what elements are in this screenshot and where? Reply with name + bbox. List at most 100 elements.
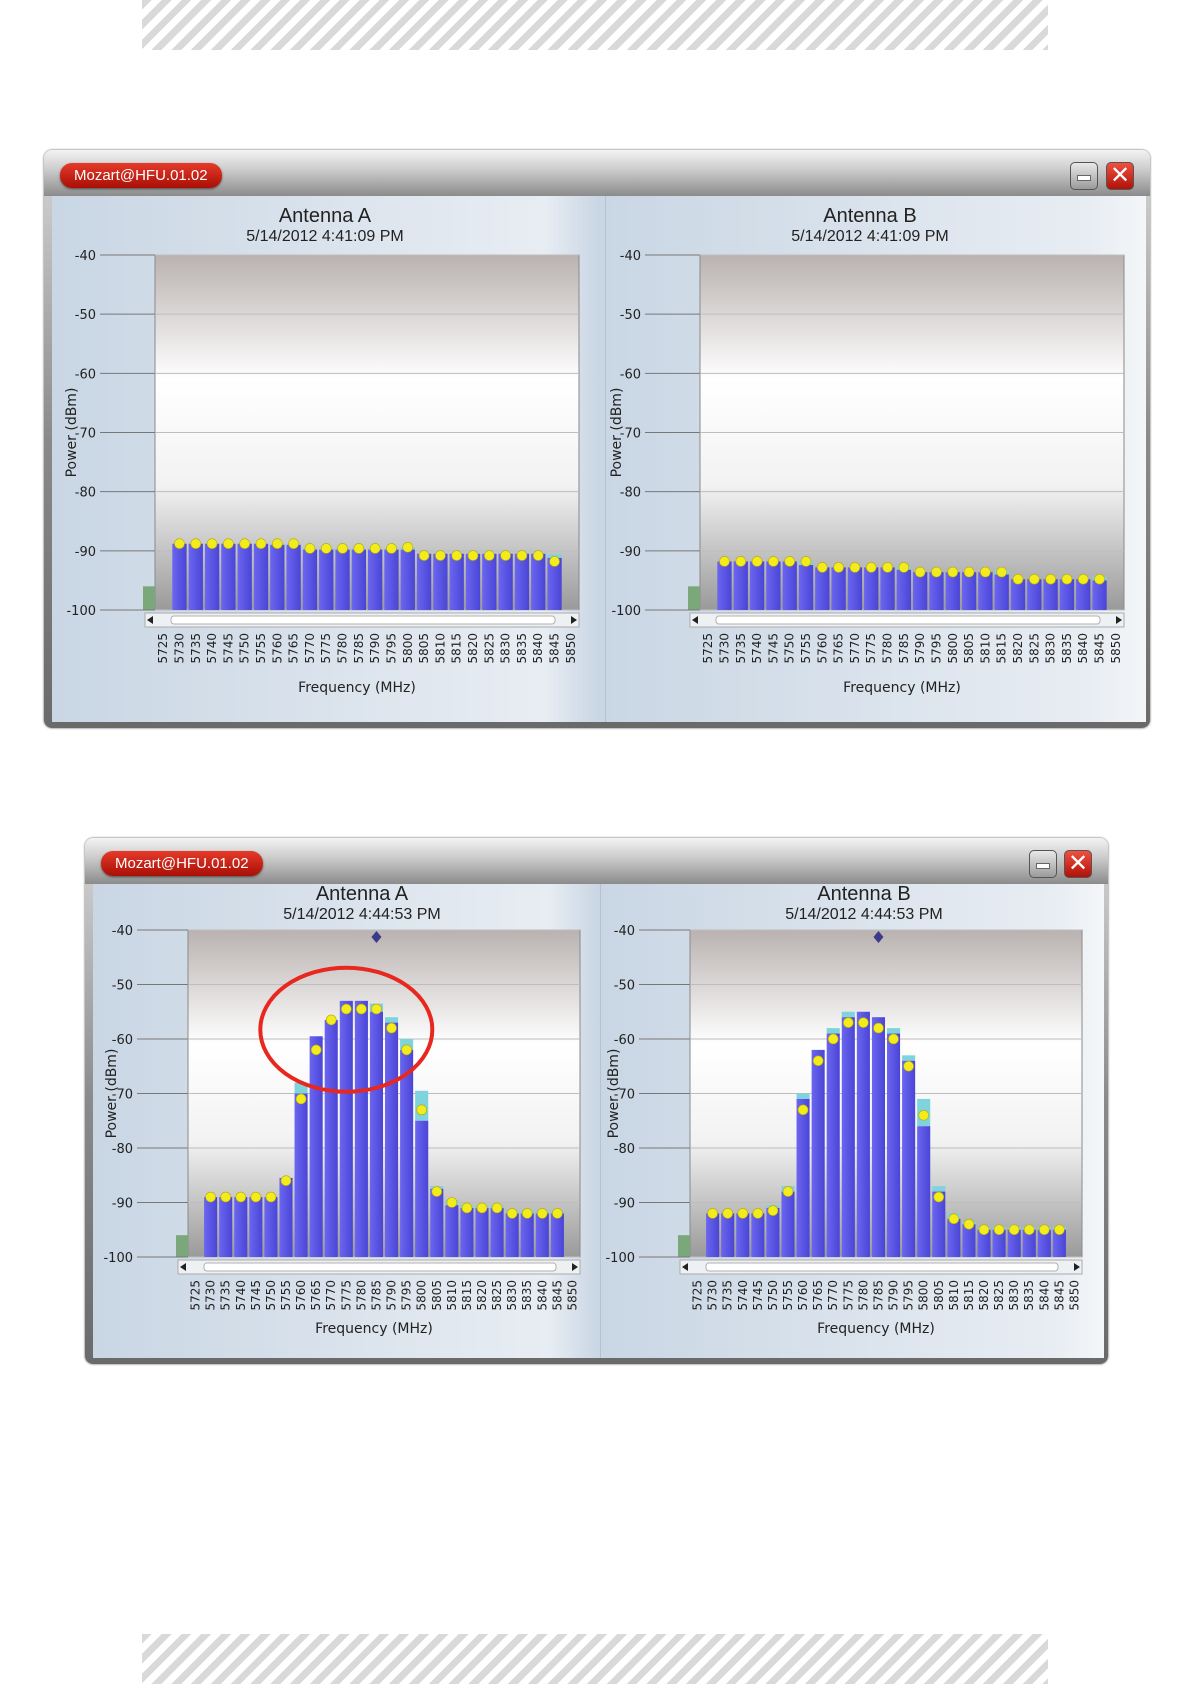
x-tick-label: 5780	[881, 633, 895, 664]
x-tick-label: 5825	[1027, 633, 1041, 664]
avg-point	[280, 1175, 292, 1186]
peak-segment	[841, 1011, 855, 1018]
minimize-button[interactable]	[1070, 162, 1098, 190]
scroll-right-icon[interactable]	[572, 1263, 578, 1271]
avg-point	[371, 1003, 382, 1015]
avg-point	[401, 1044, 412, 1056]
y-tick-label: -40	[614, 924, 635, 939]
avg-point	[722, 1208, 733, 1219]
scroll-right-icon[interactable]	[1074, 1263, 1080, 1271]
avg-point	[337, 543, 348, 554]
minimize-button[interactable]	[1029, 850, 1057, 878]
bar-5745	[249, 1197, 263, 1257]
avg-point	[239, 538, 250, 550]
x-tick-label: 5780	[354, 1280, 368, 1311]
bar-5730	[706, 1213, 720, 1257]
x-tick-label: 5785	[352, 633, 366, 664]
avg-point	[768, 556, 779, 567]
x-tick-label: 5815	[962, 1280, 976, 1311]
bar-5815	[460, 1207, 474, 1257]
x-tick-label: 5795	[929, 633, 943, 664]
y-tick-label: -100	[103, 1251, 133, 1266]
bar-5795	[384, 549, 399, 610]
chart-title: Antenna B	[823, 205, 917, 227]
bar-5800	[945, 572, 960, 610]
y-tick-label: -80	[112, 1142, 133, 1157]
close-button[interactable]: ✕	[1106, 162, 1134, 190]
y-tick-label: -50	[614, 979, 635, 994]
x-tick-label: 5820	[475, 1280, 489, 1311]
avg-point	[304, 543, 316, 554]
scroll-thumb[interactable]	[705, 1262, 1059, 1272]
avg-point	[1061, 573, 1073, 585]
x-tick-label: 5825	[992, 1280, 1006, 1311]
peak-segment	[902, 1055, 916, 1061]
bar-5770	[302, 549, 318, 610]
x-tick-label: 5820	[466, 633, 480, 664]
avg-point	[506, 1208, 518, 1219]
y-tick-label: -80	[620, 486, 641, 501]
bar-5735	[721, 1213, 735, 1257]
x-tick-label: 5835	[520, 1280, 534, 1311]
x-tick-label: 5825	[482, 633, 496, 664]
x-axis-label: Frequency (MHz)	[298, 680, 416, 696]
bar-5830	[505, 1213, 519, 1257]
chart-title: Antenna B	[817, 883, 911, 905]
scroll-left-icon[interactable]	[147, 616, 153, 624]
scroll-thumb[interactable]	[170, 615, 556, 625]
x-tick-label: 5845	[548, 633, 562, 664]
bar-5800	[400, 549, 415, 610]
bar-5840	[531, 553, 546, 610]
y-tick-label: -50	[112, 979, 133, 994]
highlight-circle	[258, 965, 435, 1094]
scroll-right-icon[interactable]	[1116, 616, 1122, 624]
avg-point	[888, 1033, 899, 1045]
scroll-right-icon[interactable]	[571, 616, 577, 624]
bar-5820	[977, 1229, 991, 1257]
avg-point	[1008, 1224, 1020, 1236]
x-tick-label: 5800	[946, 633, 960, 664]
bar-5825	[490, 1207, 504, 1257]
x-tick-label: 5755	[254, 633, 268, 664]
bar-5835	[1022, 1229, 1036, 1257]
bar-5840	[1076, 579, 1091, 610]
close-button[interactable]: ✕	[1064, 850, 1092, 878]
scroll-thumb[interactable]	[203, 1262, 557, 1272]
x-tick-label: 5835	[1060, 633, 1074, 664]
x-tick-label: 5750	[783, 633, 797, 664]
avg-point	[549, 556, 560, 567]
x-tick-label: 5730	[706, 1280, 720, 1311]
x-tick-label: 5775	[841, 1280, 855, 1311]
avg-point	[1054, 1224, 1065, 1236]
y-tick-label: -100	[605, 1251, 635, 1266]
avg-point	[461, 1202, 473, 1214]
bar-5775	[841, 1017, 855, 1257]
avg-point	[516, 550, 528, 561]
scroll-left-icon[interactable]	[682, 1263, 688, 1271]
bar-5800	[917, 1126, 931, 1257]
y-tick-label: -40	[620, 249, 641, 264]
avg-point	[325, 1014, 337, 1026]
x-tick-label: 5815	[995, 633, 1009, 664]
bar-5795	[902, 1060, 916, 1257]
avg-point	[552, 1208, 563, 1219]
window-titlebar[interactable]: Mozart@HFU.01.02 ✕	[44, 150, 1150, 196]
noise-floor-marker	[176, 1235, 188, 1257]
avg-point	[386, 543, 397, 554]
scroll-thumb[interactable]	[715, 615, 1101, 625]
avg-point	[898, 562, 910, 573]
bar-5780	[335, 549, 350, 610]
avg-point	[918, 1110, 929, 1121]
bar-5825	[992, 1229, 1006, 1257]
x-tick-label: 5770	[303, 633, 317, 664]
avg-point	[873, 1022, 884, 1034]
avg-point	[220, 1191, 231, 1203]
bar-5830	[1007, 1229, 1021, 1257]
avg-point	[933, 1191, 945, 1203]
x-tick-label: 5770	[826, 1280, 840, 1311]
scroll-left-icon[interactable]	[692, 616, 698, 624]
scroll-left-icon[interactable]	[180, 1263, 186, 1271]
window-titlebar[interactable]: Mozart@HFU.01.02 ✕	[85, 838, 1108, 884]
